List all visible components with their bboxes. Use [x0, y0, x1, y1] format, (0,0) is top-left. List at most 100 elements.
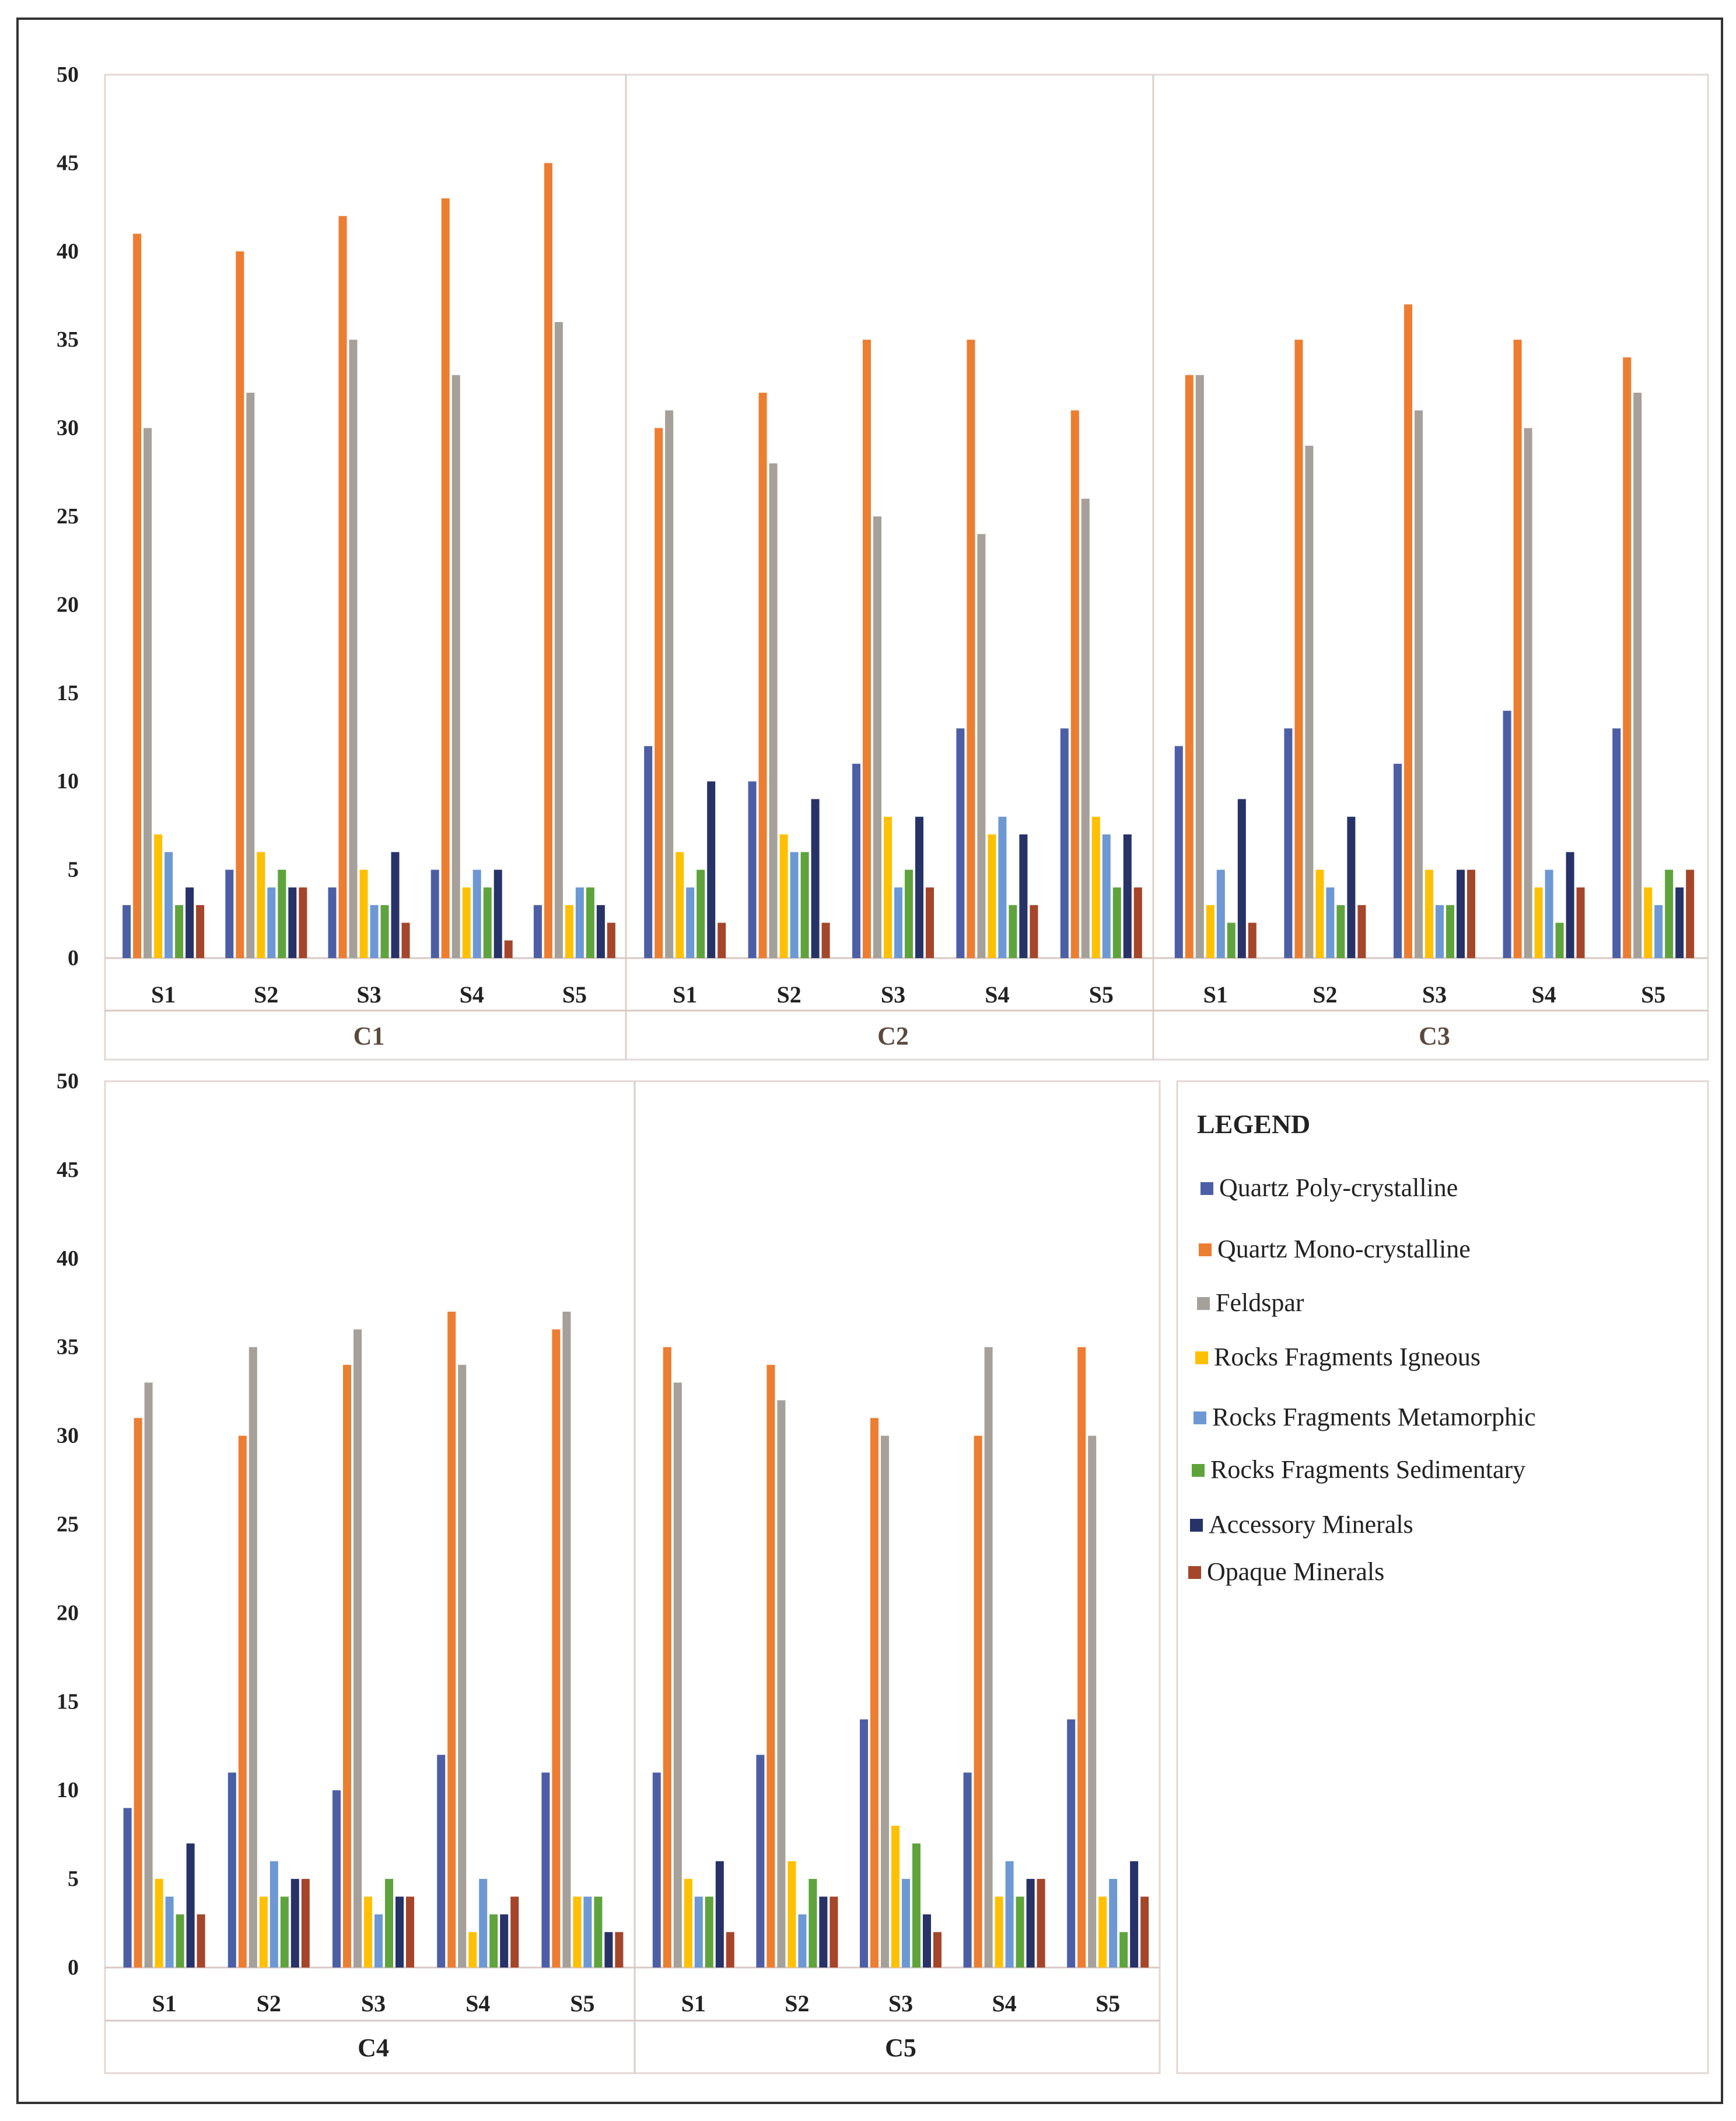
bar [923, 1914, 931, 1968]
bar [1284, 728, 1293, 958]
bar [332, 1790, 341, 1968]
bar [748, 781, 757, 958]
bar [458, 1365, 467, 1968]
x-tick-label: S2 [776, 981, 801, 1008]
bar [290, 1879, 299, 1968]
legend-entry-label: Accessory Minerals [1209, 1510, 1413, 1539]
bar [808, 1879, 817, 1968]
bar [1026, 1879, 1035, 1968]
bar [654, 428, 663, 958]
bar [756, 1755, 765, 1968]
bar [798, 1914, 807, 1968]
bar [288, 887, 297, 958]
y-tick-label: 50 [57, 1069, 79, 1093]
bar [154, 834, 163, 958]
x-tick-label: S5 [1089, 981, 1114, 1008]
bar [863, 340, 871, 959]
y-tick-label: 40 [57, 239, 79, 264]
bar [1067, 1719, 1076, 1968]
legend-entry-label: Rocks Fragments Metamorphic [1212, 1403, 1536, 1431]
legend-swatch [1188, 1566, 1201, 1579]
text-layer: 0 5 10 15 20 25 30 35 40 45 50 0 5 10 15 20 25 30 35 40 45 50… [57, 62, 1665, 2062]
bar [583, 1896, 592, 1968]
y-tick-label: 5 [68, 1867, 79, 1891]
bar [246, 393, 255, 958]
bar [652, 1772, 661, 1968]
x-tick-label: S2 [257, 1990, 281, 2017]
bar [1612, 728, 1621, 958]
bar [998, 816, 1007, 958]
bar [926, 887, 934, 958]
bar [380, 905, 389, 958]
y-tick-label: 15 [57, 1689, 79, 1714]
y-tick-label: 35 [57, 327, 79, 352]
bar [1070, 410, 1079, 958]
y-tick-label: 30 [57, 1424, 79, 1448]
bar [984, 1347, 993, 1968]
bar [779, 834, 788, 958]
bar [684, 1879, 692, 1968]
bar [1675, 887, 1684, 958]
x-tick-label: S2 [254, 981, 278, 1008]
x-tick-label: S5 [570, 1990, 594, 2017]
legend-entry-label: Feldspar [1216, 1288, 1304, 1317]
bar [1206, 905, 1214, 958]
y-tick-label: 15 [57, 681, 79, 705]
x-tick-label: S3 [881, 981, 905, 1008]
bar [452, 375, 460, 958]
bar [860, 1719, 868, 1968]
bar [1130, 1861, 1139, 1968]
bar [615, 1932, 624, 1968]
bar [1098, 1896, 1107, 1968]
bar [504, 940, 513, 958]
bar [644, 746, 653, 958]
x-tick-label: S4 [992, 1990, 1016, 2017]
bar [912, 1843, 921, 1968]
bar [573, 1896, 582, 1968]
bar [155, 1879, 163, 1968]
bar [270, 1861, 278, 1968]
bar [328, 887, 337, 958]
bar [134, 1418, 142, 1968]
x-tick-label: S4 [460, 981, 484, 1008]
bar [349, 340, 358, 959]
y-tick-label: 45 [57, 1158, 79, 1182]
y-tick-label: 0 [68, 946, 79, 970]
group-label: C2 [877, 1022, 909, 1050]
bar [830, 1896, 838, 1968]
bar [144, 1382, 153, 1968]
bar [726, 1932, 734, 1968]
bar [238, 1435, 247, 1968]
bar [447, 1311, 456, 1968]
bar [1576, 887, 1585, 958]
y-tick-label: 40 [57, 1246, 79, 1271]
legend-title: LEGEND [1197, 1109, 1310, 1139]
bar [479, 1879, 488, 1968]
y-tick-label: 5 [68, 858, 79, 882]
bar [370, 905, 379, 958]
x-tick-label: S3 [1422, 981, 1447, 1008]
bar [1457, 869, 1465, 958]
bar [956, 728, 965, 958]
x-tick-label: S2 [785, 1990, 809, 2017]
x-tick-label: S1 [681, 1990, 706, 2017]
bar [1030, 905, 1038, 958]
bar [1009, 905, 1017, 958]
bar [902, 1879, 910, 1968]
bar [1109, 1879, 1118, 1968]
bar [800, 852, 809, 958]
bar [718, 923, 726, 958]
x-tick-label: S5 [1096, 1990, 1120, 2017]
bar [1623, 357, 1632, 958]
bar [1425, 869, 1433, 958]
legend-entry-label: Rocks Fragments Sedimentary [1210, 1455, 1525, 1484]
bar [1404, 304, 1412, 958]
bar [1037, 1879, 1045, 1968]
x-tick-label: S1 [151, 981, 176, 1008]
bar [1503, 711, 1511, 958]
bar [236, 251, 244, 958]
legend-swatch [1200, 1182, 1213, 1195]
bar [974, 1435, 982, 1968]
bar [165, 1896, 174, 1968]
bar [673, 1382, 682, 1968]
